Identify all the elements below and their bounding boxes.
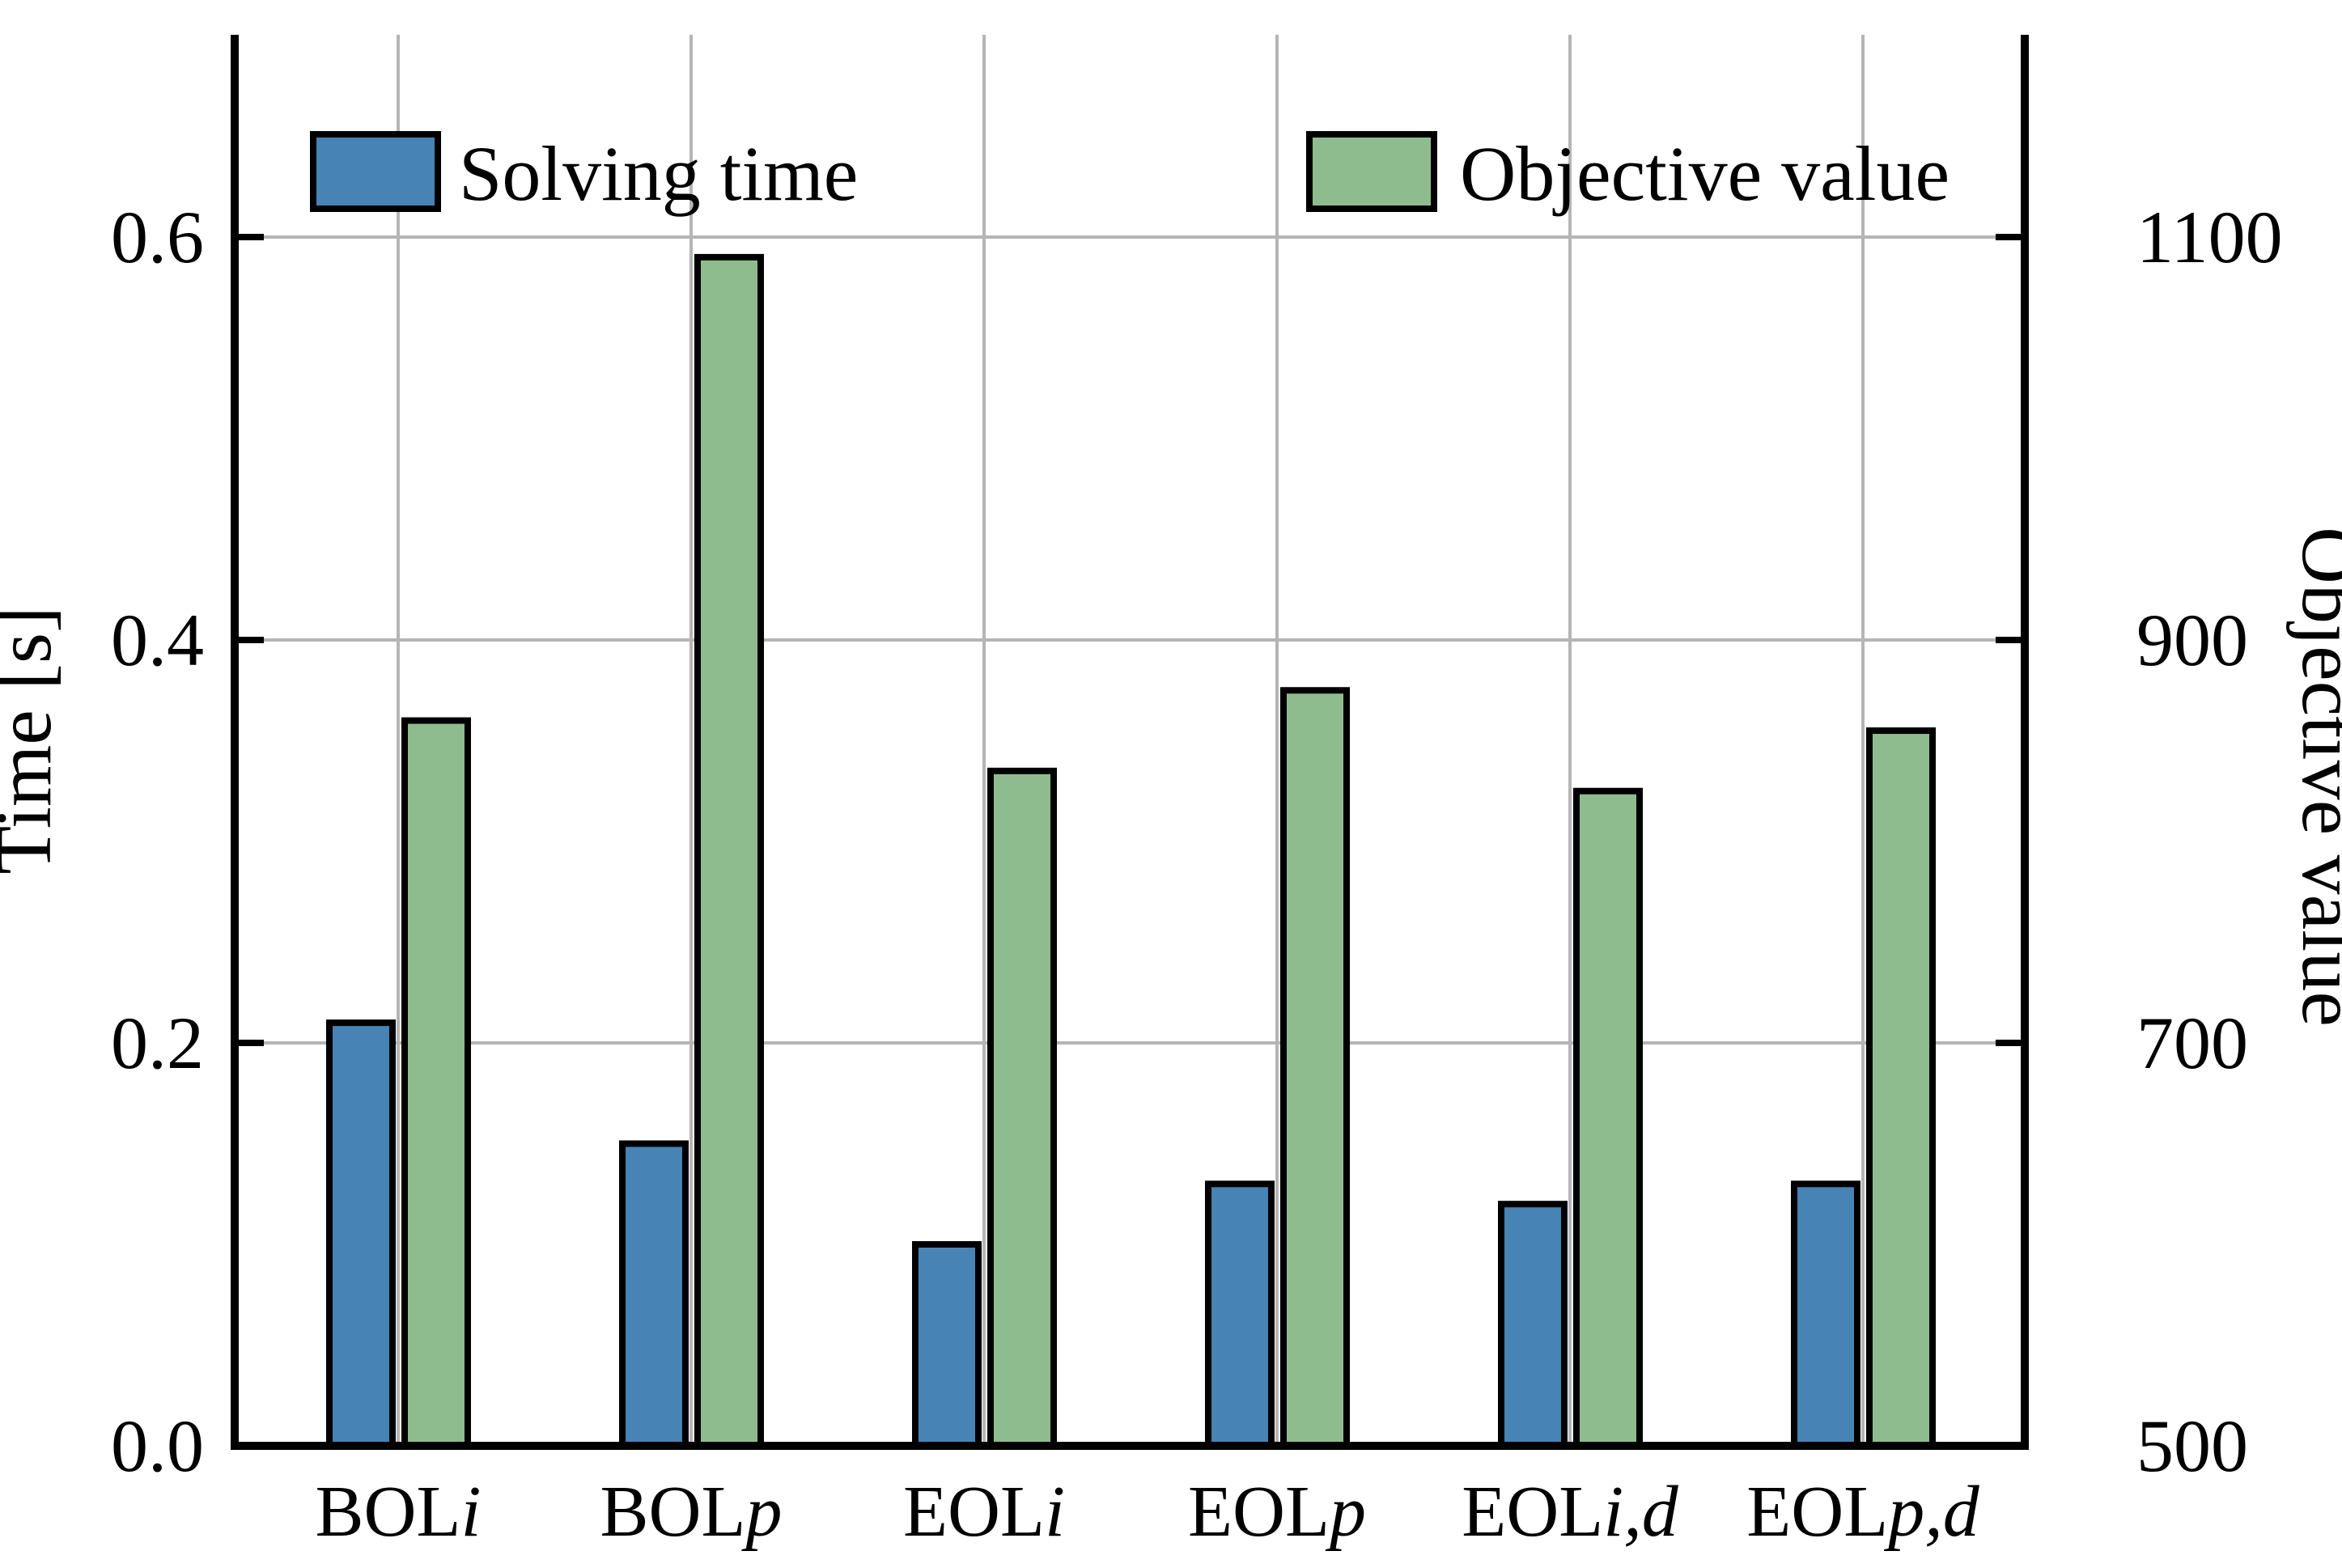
right-tick-label-900: 900 xyxy=(2136,599,2248,681)
left-tick-label-0.0: 0.0 xyxy=(111,1405,204,1487)
bar-solving-time-BOLi xyxy=(326,1019,396,1449)
bar-objective-value-EOLi xyxy=(987,767,1057,1449)
bar-solving-time-EOLp,d xyxy=(1791,1180,1860,1450)
right-axis-tick-labels: 500 700 900 1100 xyxy=(2136,196,2283,1487)
bar-solving-time-EOLp xyxy=(1205,1180,1275,1450)
x-axis-tick-labels: BOLi BOLp EOLi EOLp EOLi,d EOLp,d xyxy=(315,1472,1979,1552)
x-tick-label-EOLi: EOLi xyxy=(903,1472,1065,1552)
left-tick-label-0.6: 0.6 xyxy=(111,196,204,278)
legend-label-objective-value: Objective value xyxy=(1460,130,1950,217)
bar-objective-value-EOLp xyxy=(1280,687,1350,1449)
bar-objective-value-BOLp xyxy=(694,253,764,1449)
bar-solving-time-BOLp xyxy=(619,1140,689,1449)
right-axis-title: Objective value xyxy=(2285,527,2342,1027)
left-axis-title: Time [s] xyxy=(0,606,68,874)
bar-objective-value-EOLi,d xyxy=(1573,787,1643,1449)
x-tick-label-EOLp: EOLp xyxy=(1188,1472,1366,1552)
ticks-layer xyxy=(235,234,2025,1046)
bars-layer xyxy=(326,253,1936,1450)
x-tick-label-EOLi,d: EOLi,d xyxy=(1462,1472,1678,1552)
right-tick-label-1100: 1100 xyxy=(2136,196,2283,278)
right-tick-label-500: 500 xyxy=(2136,1405,2248,1487)
x-tick-label-BOLp: BOLp xyxy=(600,1472,783,1552)
legend: Solving time Objective value xyxy=(310,130,1950,217)
gridlines-layer xyxy=(235,35,2025,1446)
bar-solving-time-EOLi xyxy=(912,1241,982,1449)
x-tick-label-EOLp,d: EOLp,d xyxy=(1746,1472,1979,1552)
bar-objective-value-EOLp,d xyxy=(1866,727,1936,1449)
left-axis-tick-labels: 0.0 0.2 0.4 0.6 xyxy=(111,196,204,1487)
legend-swatch-solving-time xyxy=(310,131,441,212)
bar-solving-time-EOLi,d xyxy=(1498,1201,1568,1449)
left-tick-label-0.2: 0.2 xyxy=(111,1002,204,1084)
bar-objective-value-BOLi xyxy=(401,717,471,1449)
left-tick-label-0.4: 0.4 xyxy=(111,599,204,681)
x-tick-label-BOLi: BOLi xyxy=(315,1472,481,1552)
legend-swatch-objective-value xyxy=(1306,131,1437,212)
legend-label-solving-time: Solving time xyxy=(459,130,858,217)
right-tick-label-700: 700 xyxy=(2136,1002,2248,1084)
axes-layer xyxy=(231,35,2029,1450)
